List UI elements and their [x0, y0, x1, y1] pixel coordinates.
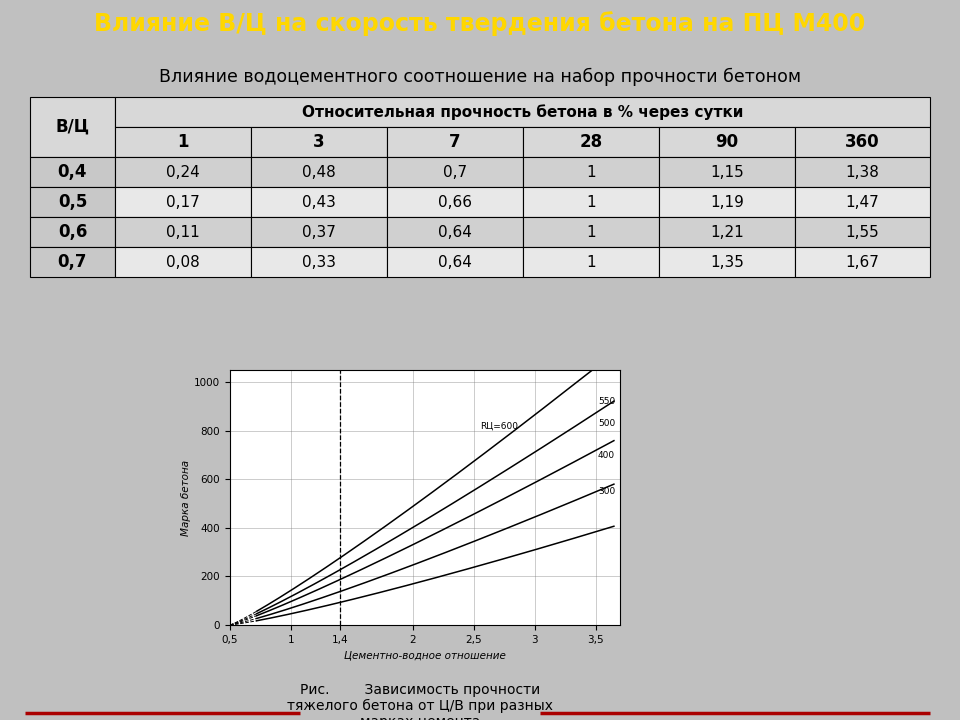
Bar: [795, 157, 930, 187]
Bar: [30, 187, 115, 217]
Bar: [659, 157, 795, 187]
Text: 90: 90: [715, 133, 738, 151]
Bar: [523, 187, 659, 217]
Text: Влияние В/Ц на скорость твердения бетона на ПЦ М400: Влияние В/Ц на скорость твердения бетона…: [94, 11, 866, 36]
Bar: [115, 187, 251, 217]
Text: 1,38: 1,38: [846, 165, 879, 179]
Text: 0,7: 0,7: [443, 165, 468, 179]
Text: 0,24: 0,24: [166, 165, 200, 179]
Text: 0,6: 0,6: [58, 223, 87, 241]
Text: 28: 28: [580, 133, 603, 151]
Text: 0,64: 0,64: [438, 225, 472, 240]
Text: 0,48: 0,48: [302, 165, 336, 179]
Bar: [523, 157, 659, 187]
Bar: [659, 247, 795, 277]
Bar: [115, 157, 251, 187]
Text: 1,15: 1,15: [710, 165, 744, 179]
Text: 0,66: 0,66: [438, 194, 472, 210]
Bar: [523, 127, 659, 157]
Text: 500: 500: [598, 419, 615, 428]
Bar: [251, 247, 387, 277]
Text: 400: 400: [598, 451, 615, 459]
Bar: [387, 157, 523, 187]
Text: В/Ц: В/Ц: [56, 118, 89, 136]
Text: 550: 550: [598, 397, 615, 406]
Text: 0,08: 0,08: [166, 255, 200, 270]
Bar: [30, 247, 115, 277]
Text: 0,4: 0,4: [58, 163, 87, 181]
Text: 0,37: 0,37: [302, 225, 336, 240]
Text: Влияние водоцементного соотношение на набор прочности бетоном: Влияние водоцементного соотношение на на…: [159, 68, 801, 86]
Text: 300: 300: [598, 487, 615, 496]
Bar: [115, 247, 251, 277]
Text: 0,7: 0,7: [58, 253, 87, 271]
Text: 1,47: 1,47: [846, 194, 879, 210]
Text: 1: 1: [178, 133, 189, 151]
Bar: [387, 217, 523, 247]
Text: Рис.        Зависимость прочности
тяжелого бетона от Ц/В при разных
марках цемен: Рис. Зависимость прочности тяжелого бето…: [287, 683, 553, 720]
Text: 0,11: 0,11: [166, 225, 200, 240]
Text: 1: 1: [587, 165, 596, 179]
Text: 1: 1: [587, 225, 596, 240]
Text: 0,33: 0,33: [302, 255, 336, 270]
Text: 0,5: 0,5: [58, 193, 87, 211]
Text: 0,17: 0,17: [166, 194, 200, 210]
Bar: [795, 187, 930, 217]
Bar: [795, 217, 930, 247]
Text: 7: 7: [449, 133, 461, 151]
Bar: [795, 247, 930, 277]
Text: 360: 360: [845, 133, 879, 151]
Text: Относительная прочность бетона в % через сутки: Относительная прочность бетона в % через…: [301, 104, 743, 120]
Bar: [795, 127, 930, 157]
Text: 1: 1: [587, 255, 596, 270]
Bar: [251, 157, 387, 187]
Bar: [387, 127, 523, 157]
Bar: [251, 127, 387, 157]
Bar: [30, 217, 115, 247]
Text: 1,67: 1,67: [846, 255, 879, 270]
Text: 1,19: 1,19: [710, 194, 744, 210]
Bar: [115, 217, 251, 247]
Bar: [523, 247, 659, 277]
Text: 1,35: 1,35: [710, 255, 744, 270]
Y-axis label: Марка бетона: Марка бетона: [181, 459, 191, 536]
Text: RЦ=600: RЦ=600: [480, 421, 517, 431]
Bar: [115, 97, 930, 127]
Bar: [659, 217, 795, 247]
Bar: [30, 157, 115, 187]
Bar: [659, 187, 795, 217]
Bar: [251, 217, 387, 247]
Text: 0,43: 0,43: [302, 194, 336, 210]
Text: 1,21: 1,21: [710, 225, 744, 240]
Bar: [251, 187, 387, 217]
Bar: [387, 187, 523, 217]
Text: 0,64: 0,64: [438, 255, 472, 270]
Bar: [30, 97, 115, 157]
Bar: [523, 217, 659, 247]
X-axis label: Цементно-водное отношение: Цементно-водное отношение: [344, 650, 506, 660]
Text: 1,55: 1,55: [846, 225, 879, 240]
Bar: [659, 127, 795, 157]
Text: 3: 3: [313, 133, 324, 151]
Text: 1: 1: [587, 194, 596, 210]
Bar: [387, 247, 523, 277]
Bar: [115, 127, 251, 157]
